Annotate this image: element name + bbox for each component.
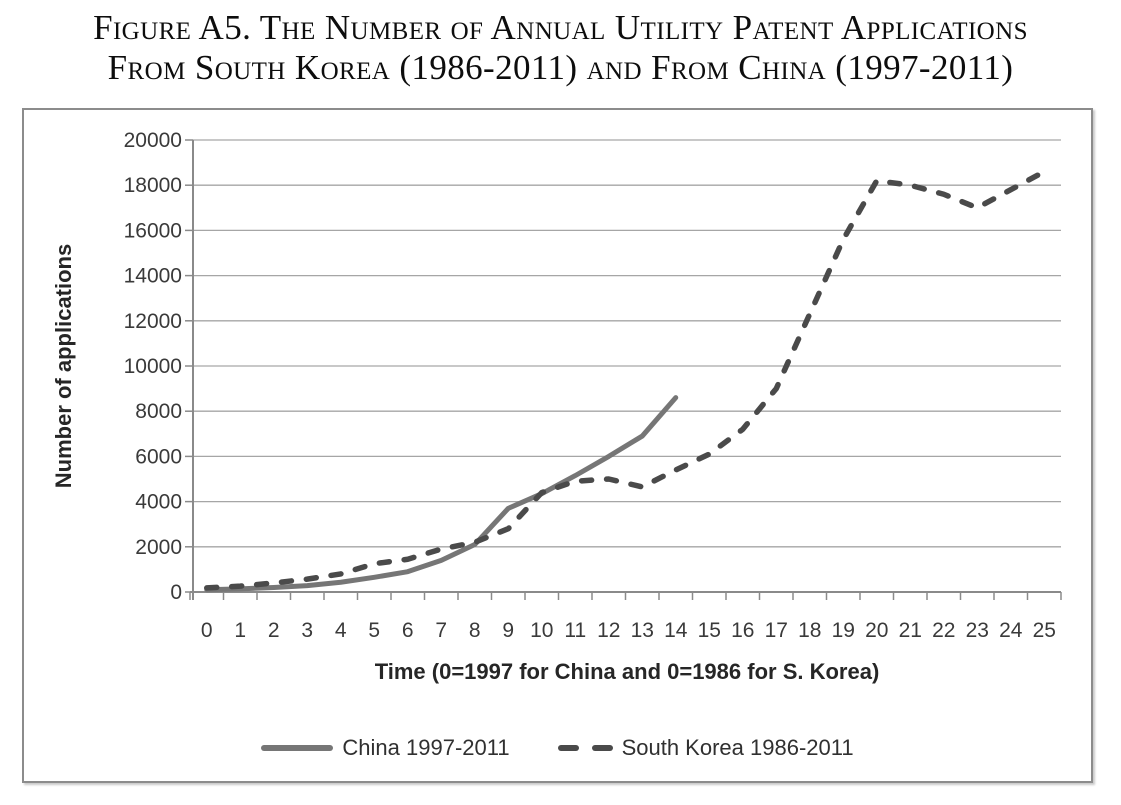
y-tick-label: 8000 xyxy=(135,400,182,423)
y-tick-label: 12000 xyxy=(124,310,182,333)
x-tick-label: 2 xyxy=(268,619,280,642)
y-tick-label: 0 xyxy=(170,581,182,604)
y-axis-title: Number of applications xyxy=(51,243,76,489)
legend-label-china: China 1997-2011 xyxy=(342,735,510,760)
x-tick-label: 12 xyxy=(597,619,620,642)
series-lines xyxy=(204,168,1047,593)
x-tick-label: 14 xyxy=(664,619,688,642)
x-tick-label: 22 xyxy=(932,619,955,642)
y-tick-label: 20000 xyxy=(124,129,182,152)
x-tick-label: 25 xyxy=(1033,619,1056,642)
x-tick-label: 9 xyxy=(502,619,514,642)
x-tick-label: 6 xyxy=(402,619,414,642)
axis-tick-labels: 0200040006000800010000120001400016000180… xyxy=(124,129,1056,642)
x-tick-label: 23 xyxy=(966,619,989,642)
dash-mark xyxy=(557,745,579,751)
x-tick-label: 17 xyxy=(765,619,788,642)
south-korea-line-sample xyxy=(557,745,613,751)
x-tick-label: 3 xyxy=(301,619,313,642)
legend: China 1997-2011 South Korea 1986-2011 xyxy=(24,735,1091,761)
y-tick-label: 14000 xyxy=(124,265,182,288)
y-tick-label: 18000 xyxy=(124,174,182,197)
figure-title: Figure A5. The Number of Annual Utility … xyxy=(0,8,1121,88)
line-chart: 0200040006000800010000120001400016000180… xyxy=(124,129,1062,642)
y-tick-label: 4000 xyxy=(135,491,182,514)
x-tick-label: 19 xyxy=(832,619,855,642)
x-tick-label: 20 xyxy=(865,619,888,642)
legend-item-south-korea: South Korea 1986-2011 xyxy=(557,735,854,761)
chart-container: 0 2000 4000 6000 8000 10000 12000 14000 16000 180… xyxy=(22,108,1093,783)
legend-item-china: China 1997-2011 xyxy=(261,735,510,761)
gridlines xyxy=(193,139,1061,548)
x-tick-label: 24 xyxy=(999,619,1023,642)
dash-mark xyxy=(591,745,613,751)
x-tick-label: 18 xyxy=(798,619,821,642)
y-tick-label: 2000 xyxy=(135,536,182,559)
x-tick-label: 21 xyxy=(899,619,922,642)
x-tick-label: 13 xyxy=(631,619,654,642)
figure-title-line1: Figure A5. The Number of Annual Utility … xyxy=(93,8,1028,47)
x-tick-label: 10 xyxy=(530,619,553,642)
series-line-china-1997-2011 xyxy=(204,395,679,593)
x-tick-label: 11 xyxy=(564,619,586,642)
y-tick-label: 16000 xyxy=(124,219,182,242)
figure-title-line2: From South Korea (1986-2011) and From Ch… xyxy=(107,48,1014,87)
y-tick-label: 6000 xyxy=(135,445,182,468)
legend-label-south-korea: South Korea 1986-2011 xyxy=(621,735,854,760)
x-tick-label: 5 xyxy=(368,619,380,642)
x-tick-label: 0 xyxy=(201,619,213,642)
x-tick-label: 8 xyxy=(469,619,481,642)
x-axis-title: Time (0=1997 for China and 0=1986 for S.… xyxy=(374,659,880,684)
series-line-south-korea-1986-2011 xyxy=(204,168,1047,591)
x-tick-label: 7 xyxy=(435,619,447,642)
x-tick-label: 4 xyxy=(335,619,347,642)
x-tick-label: 1 xyxy=(234,619,246,642)
x-tick-label: 15 xyxy=(698,619,721,642)
axes xyxy=(185,139,1062,600)
china-line-sample xyxy=(261,745,334,751)
x-tick-label: 16 xyxy=(731,619,754,642)
y-tick-label: 10000 xyxy=(124,355,182,378)
